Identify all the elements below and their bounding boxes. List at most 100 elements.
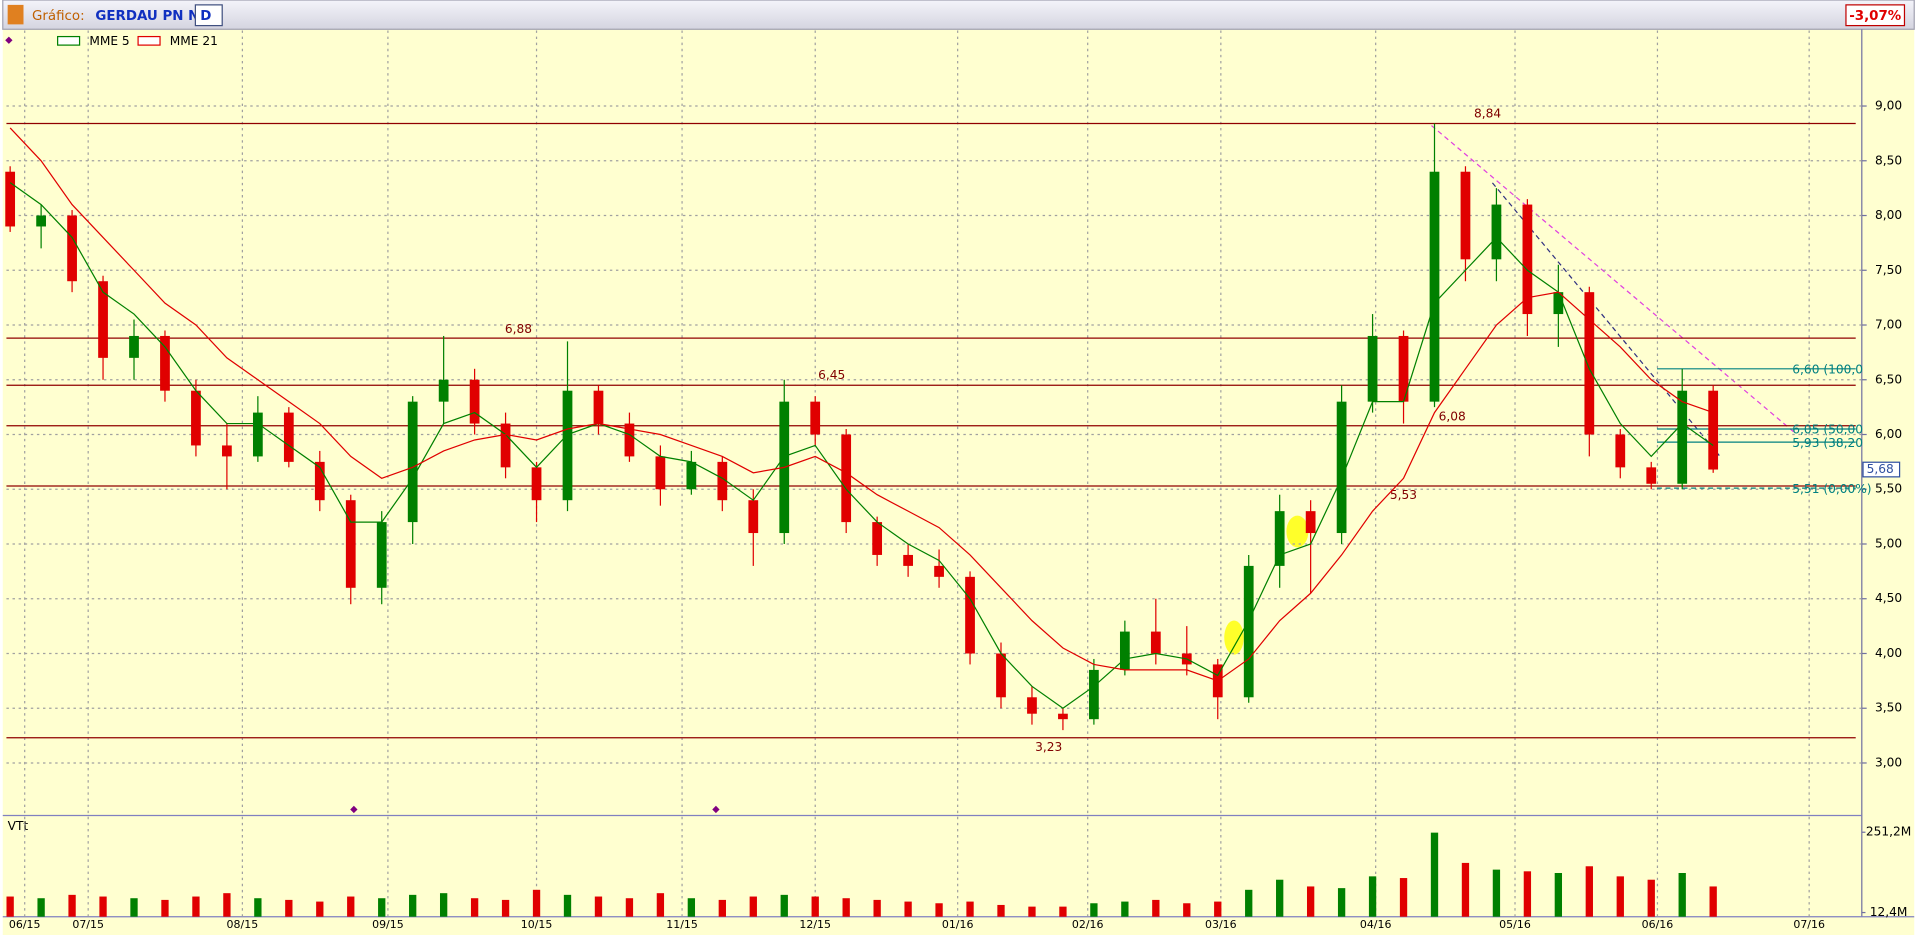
level-label: 5,53 [1390, 488, 1417, 502]
candle-body [129, 335, 139, 358]
candle-body [531, 467, 542, 501]
candle-body [1429, 171, 1440, 402]
volume-bar [470, 898, 479, 917]
candle-body [252, 412, 263, 457]
y-tick-label: 3,00 [1875, 755, 1902, 769]
candle-body [1305, 511, 1316, 534]
candle-body [1058, 713, 1068, 720]
x-tick-label: 08/15 [227, 918, 259, 931]
volume-bar [501, 899, 510, 917]
y-tick-label: 7,50 [1875, 263, 1902, 277]
last-price-box [1862, 461, 1901, 478]
moving-average-line [9, 127, 1714, 682]
candle-body [98, 281, 108, 358]
level-label: 6,88 [505, 322, 532, 336]
y-tick-label: 5,50 [1875, 482, 1902, 496]
candle-body [562, 390, 573, 501]
volume-bar [1337, 888, 1346, 917]
volume-bar [904, 901, 912, 917]
volume-bar [223, 893, 231, 917]
candle-body [841, 434, 852, 523]
volume-bar [811, 896, 819, 917]
fib-label: 5,51 (0,00%) [1792, 482, 1871, 496]
volume-bar [780, 894, 788, 917]
candle-body [160, 335, 170, 391]
volume-bar [1492, 869, 1501, 917]
x-tick-label: 07/16 [1793, 918, 1825, 931]
volume-bar [1028, 906, 1036, 917]
volume-bar [192, 896, 200, 917]
x-tick-label: 09/15 [372, 918, 404, 931]
volume-bar [997, 904, 1005, 917]
volume-bar [1306, 886, 1315, 917]
x-tick-label: 06/15 [9, 918, 41, 931]
x-tick-label: 03/16 [1205, 918, 1237, 931]
level-label: 8,84 [1474, 106, 1501, 120]
legend-label: MME 21 [170, 34, 218, 48]
x-tick-label: 05/16 [1499, 918, 1531, 931]
volume-bar [1523, 871, 1532, 917]
volume-bar [6, 896, 14, 917]
volume-bar [378, 898, 386, 917]
period[interactable]: D [200, 9, 211, 24]
candle-body [965, 576, 975, 654]
candle-body [872, 522, 883, 555]
candle-body [438, 379, 449, 402]
volume-bar [563, 894, 572, 917]
x-tick-label: 07/15 [72, 918, 104, 931]
volume-bar [347, 896, 355, 917]
candle-body [686, 461, 697, 490]
volume-bar [1276, 879, 1284, 917]
y-tick-label: 5,00 [1875, 536, 1902, 550]
candle-body [67, 215, 77, 282]
x-tick-label: 02/16 [1072, 918, 1104, 931]
volume-bar [1585, 866, 1593, 917]
candle-body [1398, 335, 1409, 402]
candle-body [810, 401, 821, 435]
fib-label: 6,60 (100,0 [1792, 363, 1863, 377]
fib-label: 5,93 (38,20 [1792, 436, 1863, 450]
candle-body [655, 456, 666, 490]
candle-body [1274, 511, 1285, 566]
volume-bar [842, 898, 850, 917]
volume-bar [37, 898, 45, 917]
candle-body [1708, 390, 1719, 470]
volume-bar [718, 899, 726, 917]
y-tick-label: 3,50 [1875, 701, 1902, 715]
x-tick-label: 01/16 [942, 918, 974, 931]
volume-bar [1430, 832, 1439, 917]
y-tick-label: 4,00 [1875, 646, 1902, 660]
volume-tick-label: 251,2M [1866, 825, 1911, 839]
volume-bar [1059, 906, 1067, 917]
candle-body [1150, 631, 1161, 654]
candle-body [283, 412, 294, 462]
y-tick-label: 8,50 [1875, 153, 1902, 167]
y-tick-label: 6,50 [1875, 372, 1902, 386]
volume-bar [873, 899, 881, 917]
symbol[interactable]: GERDAU PN N1 [95, 9, 208, 24]
fib-label: 6,05 (50,00 [1792, 423, 1863, 437]
period-box[interactable] [194, 4, 223, 27]
volume-bar [594, 896, 603, 917]
candle-body [593, 390, 604, 424]
candle-body [222, 445, 232, 457]
candle-body [1460, 171, 1471, 260]
volume-bar [1245, 889, 1253, 917]
candle-body [1119, 631, 1130, 670]
volume-bar [285, 899, 293, 917]
candle-body [903, 554, 913, 566]
y-tick-label: 6,00 [1875, 427, 1902, 441]
change-box [1845, 4, 1906, 27]
volume-bar [1616, 876, 1624, 917]
volume-bar [254, 898, 262, 917]
change: -3,07% [1849, 9, 1901, 24]
highlight [1224, 620, 1244, 655]
volume-bar [1461, 862, 1470, 917]
candle-body [314, 461, 325, 501]
highlight [1286, 515, 1309, 548]
volume-bar [99, 896, 107, 917]
volume-bar [532, 889, 541, 917]
candle-body [1243, 565, 1254, 698]
